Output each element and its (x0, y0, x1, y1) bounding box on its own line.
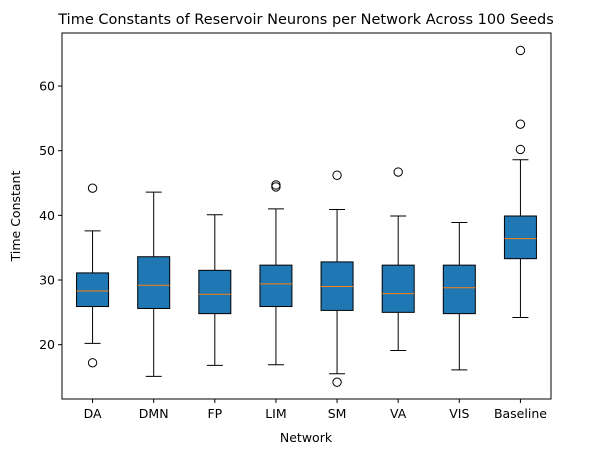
x-axis-label: Network (280, 430, 333, 445)
x-tick-label: DA (84, 406, 102, 421)
chart-title: Time Constants of Reservoir Neurons per … (57, 12, 554, 28)
box-dmn (137, 256, 171, 309)
outlier-point (515, 45, 526, 56)
y-axis-label: Time Constant (8, 171, 23, 263)
outlier-point (271, 180, 281, 190)
y-tick-label: 60 (39, 79, 55, 94)
outlier-point (515, 119, 526, 129)
y-tick-label: 40 (39, 208, 55, 223)
outlier-point (271, 182, 281, 192)
box-va (381, 264, 415, 313)
box-baseline (503, 215, 537, 260)
outlier-point (515, 144, 526, 155)
outlier-point (87, 183, 98, 193)
x-tick-label: LIM (265, 406, 286, 421)
plot-area: 20 30 40 50 60 DA DMN FP LIM SM VA VIS Baseline (39, 32, 552, 421)
outlier-point (87, 358, 98, 368)
outlier-point (332, 377, 342, 387)
x-tick-label: VA (390, 406, 407, 421)
y-tick-label: 30 (39, 273, 55, 288)
outlier-point (332, 170, 342, 180)
outlier-point (393, 167, 403, 177)
x-tick-label: DMN (139, 406, 169, 421)
box-vis (442, 264, 476, 315)
y-tick-label: 50 (39, 143, 55, 158)
plot-frame (61, 32, 552, 400)
x-tick-label: Baseline (494, 406, 547, 421)
x-tick-label: VIS (449, 406, 469, 421)
box-lim (259, 264, 293, 308)
x-tick-label: SM (328, 406, 347, 421)
box-da (76, 272, 110, 308)
x-tick-label: FP (207, 406, 222, 421)
box-fp (198, 269, 232, 315)
y-tick-label: 20 (39, 337, 55, 352)
